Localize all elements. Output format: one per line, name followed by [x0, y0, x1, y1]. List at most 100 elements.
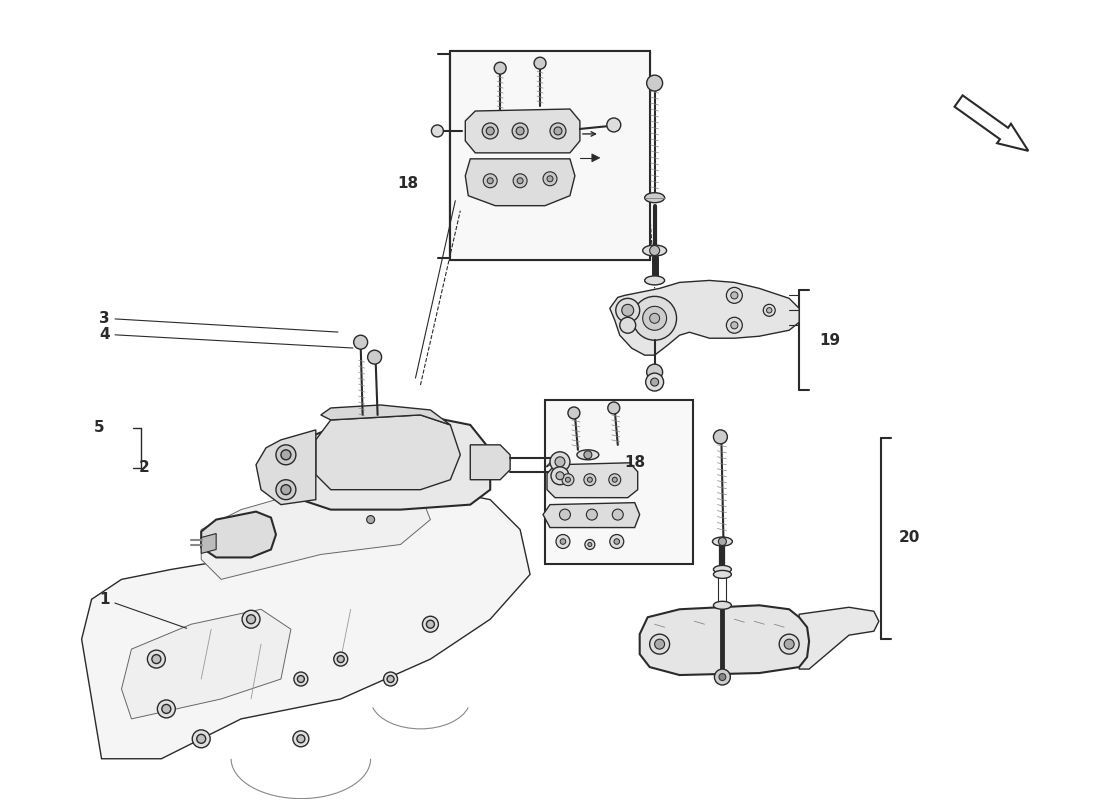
Circle shape — [387, 675, 394, 682]
Text: 18: 18 — [625, 455, 646, 470]
Circle shape — [784, 639, 794, 649]
Circle shape — [730, 292, 738, 299]
Circle shape — [276, 480, 296, 500]
Circle shape — [714, 669, 730, 685]
Polygon shape — [465, 159, 575, 206]
Polygon shape — [465, 109, 580, 153]
Circle shape — [197, 734, 206, 743]
Polygon shape — [799, 607, 879, 669]
Circle shape — [431, 125, 443, 137]
Circle shape — [338, 656, 344, 662]
Circle shape — [157, 700, 175, 718]
Circle shape — [609, 534, 624, 549]
Circle shape — [483, 174, 497, 188]
Polygon shape — [471, 445, 510, 480]
Circle shape — [487, 178, 493, 184]
Circle shape — [587, 478, 593, 482]
Circle shape — [554, 127, 562, 135]
Polygon shape — [321, 405, 450, 425]
Circle shape — [556, 457, 565, 466]
Circle shape — [650, 246, 660, 255]
Polygon shape — [81, 490, 530, 758]
Circle shape — [562, 474, 574, 486]
Circle shape — [718, 538, 726, 546]
Polygon shape — [280, 415, 491, 510]
Polygon shape — [609, 281, 799, 355]
Ellipse shape — [576, 450, 598, 460]
Circle shape — [333, 652, 348, 666]
Circle shape — [767, 308, 772, 313]
Circle shape — [642, 306, 667, 330]
Circle shape — [654, 639, 664, 649]
Circle shape — [613, 509, 624, 520]
Circle shape — [621, 304, 634, 316]
Circle shape — [613, 478, 617, 482]
Circle shape — [427, 620, 434, 628]
Circle shape — [513, 123, 528, 139]
Circle shape — [276, 445, 296, 465]
Circle shape — [551, 466, 569, 485]
Circle shape — [779, 634, 799, 654]
Bar — [450, 51, 650, 261]
Circle shape — [584, 474, 596, 486]
Circle shape — [246, 614, 255, 624]
Text: 18: 18 — [397, 176, 418, 191]
Circle shape — [608, 474, 620, 486]
Circle shape — [585, 539, 595, 550]
Circle shape — [293, 731, 309, 746]
Text: 19: 19 — [820, 333, 840, 348]
Text: 5: 5 — [94, 421, 104, 435]
Bar — [544, 400, 693, 565]
Polygon shape — [955, 95, 1028, 151]
Circle shape — [513, 174, 527, 188]
Text: 20: 20 — [899, 530, 921, 545]
Circle shape — [632, 296, 676, 340]
Polygon shape — [547, 462, 638, 498]
Circle shape — [354, 335, 367, 349]
Circle shape — [616, 298, 640, 322]
Circle shape — [719, 674, 726, 681]
Polygon shape — [121, 610, 290, 719]
Circle shape — [162, 705, 170, 714]
Polygon shape — [201, 485, 430, 579]
Circle shape — [517, 178, 524, 184]
Ellipse shape — [713, 537, 733, 546]
Circle shape — [647, 75, 662, 91]
Ellipse shape — [645, 193, 664, 202]
Circle shape — [650, 314, 660, 323]
Circle shape — [646, 373, 663, 391]
Circle shape — [297, 675, 305, 682]
Circle shape — [550, 452, 570, 472]
Polygon shape — [316, 415, 460, 490]
Polygon shape — [543, 502, 640, 527]
Circle shape — [384, 672, 397, 686]
Circle shape — [556, 472, 564, 480]
Circle shape — [556, 534, 570, 549]
Polygon shape — [201, 512, 276, 558]
Circle shape — [647, 364, 662, 380]
Circle shape — [543, 172, 557, 186]
Text: 2: 2 — [139, 460, 150, 475]
Circle shape — [560, 538, 565, 544]
Circle shape — [280, 485, 290, 494]
Text: 4: 4 — [99, 326, 353, 348]
Circle shape — [568, 407, 580, 419]
Circle shape — [494, 62, 506, 74]
Circle shape — [608, 402, 619, 414]
Circle shape — [586, 509, 597, 520]
Circle shape — [607, 118, 620, 132]
Circle shape — [366, 515, 375, 523]
Circle shape — [297, 735, 305, 743]
Circle shape — [192, 730, 210, 748]
Circle shape — [152, 654, 161, 663]
Circle shape — [565, 478, 571, 482]
Circle shape — [242, 610, 260, 628]
Ellipse shape — [642, 245, 667, 256]
Circle shape — [587, 542, 592, 546]
Polygon shape — [201, 534, 217, 554]
Circle shape — [367, 350, 382, 364]
Ellipse shape — [714, 570, 732, 578]
Circle shape — [280, 450, 290, 460]
Polygon shape — [592, 154, 600, 162]
Ellipse shape — [714, 566, 732, 574]
